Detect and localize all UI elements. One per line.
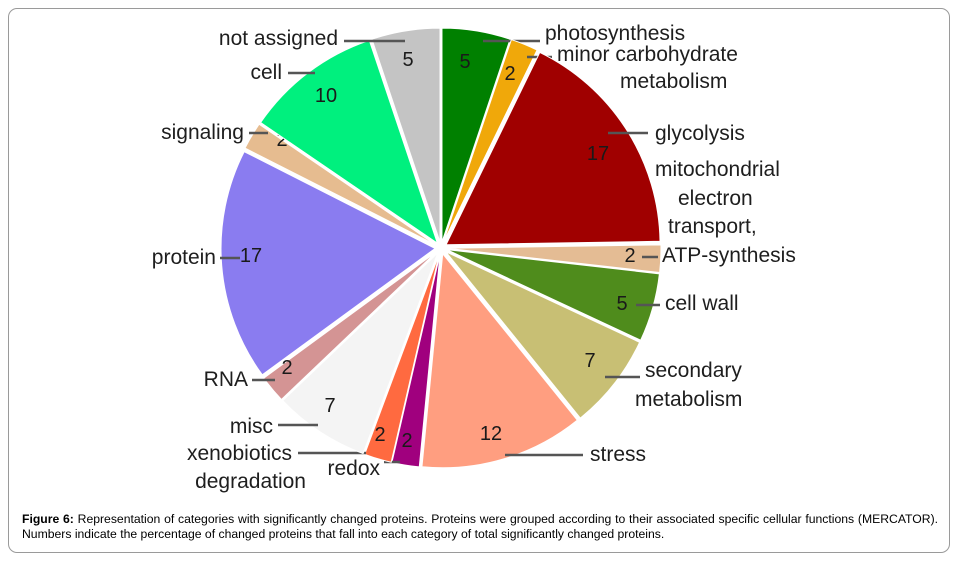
- category-label-line: minor carbohydrate: [557, 43, 738, 66]
- category-label-minor-carbohydrate-metabolism: minor carbohydrate metabolism: [557, 43, 738, 93]
- category-label-line: mitochondrial: [655, 158, 780, 181]
- category-label-line: misc: [230, 415, 273, 438]
- pie-slice-misc: [282, 252, 439, 455]
- category-label-line: not assigned: [219, 27, 338, 50]
- pie-slice-photosynthesis: [441, 27, 511, 243]
- pie-slice-signaling: [244, 123, 437, 246]
- value-label-minor-carbohydrate-metabolism: 2: [504, 63, 515, 85]
- caption-text: Proteins were grouped according to their…: [22, 512, 939, 541]
- value-label-mitochondrial-electron-transport-atp-synthesis: 2: [624, 245, 635, 267]
- caption-label: Figure 6:: [22, 512, 74, 526]
- pie-chart: photosynthesis 5 minor carbohydrate metabol…: [152, 22, 796, 493]
- category-label-rna: RNA: [204, 368, 248, 391]
- pie-slice-not-assigned: [371, 27, 441, 243]
- value-label-stress: 12: [480, 423, 502, 445]
- category-label-cell: cell: [250, 61, 282, 84]
- category-label-protein: protein: [152, 246, 216, 269]
- category-label-line: secondary: [645, 359, 742, 382]
- category-label-stress: stress: [590, 443, 646, 466]
- category-label-line: stress: [590, 443, 646, 466]
- value-label-signaling: 2: [276, 129, 287, 151]
- category-label-cell-wall: cell wall: [665, 292, 739, 315]
- pie-slice-glycolysis: [445, 51, 661, 246]
- category-label-redox: redox: [327, 457, 380, 480]
- category-label-secondary-metabolism: secondary metabolism: [635, 359, 742, 411]
- pie-slice-cell-wall: [446, 249, 660, 341]
- category-label-glycolysis: glycolysis: [655, 122, 745, 145]
- value-label-cell: 10: [315, 85, 337, 107]
- category-label-xenobiotics-degradation: xenobiotics degradation: [187, 442, 306, 493]
- value-label-redox: 2: [401, 430, 412, 452]
- value-label-not-assigned: 5: [402, 49, 413, 71]
- category-label-line: protein: [152, 246, 216, 269]
- value-label-glycolysis: 17: [587, 143, 609, 165]
- category-label-line: glycolysis: [655, 122, 745, 145]
- category-label-signaling: signaling: [161, 121, 244, 144]
- pie-slice-xenobiotics-degradation: [363, 253, 440, 463]
- category-label-line: photosynthesis: [545, 22, 685, 45]
- value-label-xenobiotics-degradation: 2: [374, 424, 385, 446]
- pie-slice-secondary-metabolism: [445, 251, 641, 419]
- category-label-line: electron: [678, 187, 753, 210]
- category-label-line: metabolism: [620, 70, 727, 93]
- pie-slice-protein: [220, 150, 436, 376]
- value-label-protein: 17: [240, 245, 262, 267]
- pie-slice-minor-carbohydrate-metabolism: [442, 38, 538, 243]
- category-label-line: ATP-synthesis: [662, 244, 796, 267]
- value-label-cell-wall: 5: [616, 293, 627, 315]
- value-label-misc: 7: [324, 395, 335, 417]
- category-label-line: RNA: [204, 368, 248, 391]
- category-label-line: redox: [327, 457, 380, 480]
- pie-slice-stress: [421, 252, 579, 469]
- category-label-line: degradation: [195, 470, 306, 493]
- category-label-misc: misc: [230, 415, 273, 438]
- category-label-photosynthesis: photosynthesis: [545, 22, 685, 45]
- caption-title: Representation of categories with signif…: [77, 512, 428, 526]
- value-label-rna: 2: [281, 357, 292, 379]
- category-label-line: cell wall: [665, 292, 739, 315]
- figure-caption: Figure 6: Representation of categories w…: [22, 512, 938, 542]
- category-label-line: signaling: [161, 121, 244, 144]
- category-label-line: transport,: [668, 215, 757, 238]
- value-label-secondary-metabolism: 7: [584, 350, 595, 372]
- category-label-line: cell: [250, 61, 282, 84]
- pie-slice-mitochondrial-electron-transport-atp-synthesis: [446, 244, 662, 274]
- category-label-mitochondrial-electron-transport-atp-synthesis: mitochondrial electron transport, ATP-synth…: [655, 158, 796, 267]
- pie-slice-rna: [262, 251, 437, 401]
- category-label-line: xenobiotics: [187, 442, 292, 465]
- category-label-not-assigned: not assigned: [219, 27, 338, 50]
- category-label-line: metabolism: [635, 388, 742, 411]
- value-label-photosynthesis: 5: [459, 51, 470, 73]
